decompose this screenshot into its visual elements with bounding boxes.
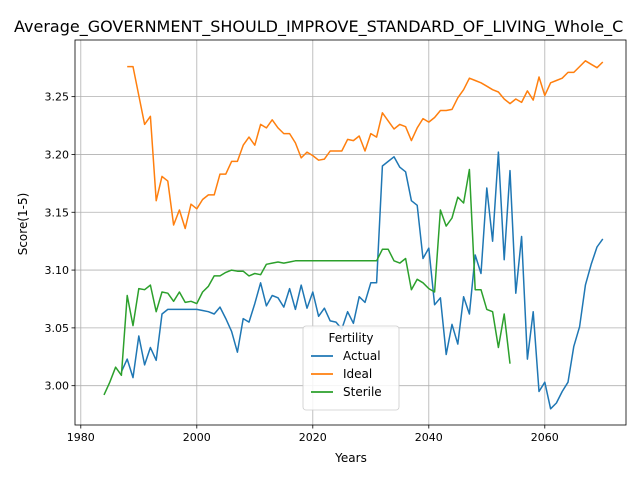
plot-area-frame <box>74 39 627 426</box>
x-axis-label: Years <box>334 451 367 465</box>
y-tick-label: 3.10 <box>45 264 70 277</box>
legend: Fertility Actual Ideal Sterile <box>302 325 400 411</box>
legend-label-ideal: Ideal <box>343 367 372 381</box>
x-tick-label: 1980 <box>67 431 95 444</box>
x-tick-label: 2020 <box>299 431 327 444</box>
legend-box <box>302 325 400 411</box>
series-line-ideal <box>127 60 604 230</box>
y-tick-label: 3.25 <box>45 91 70 104</box>
series-line-actual <box>120 151 604 410</box>
y-tick-label: 3.20 <box>45 148 70 161</box>
x-tick-label: 2060 <box>531 431 559 444</box>
series-line-sterile <box>103 168 511 396</box>
x-tick-label: 2040 <box>415 431 443 444</box>
x-tick-label: 2000 <box>183 431 211 444</box>
y-tick-label: 3.00 <box>45 380 70 393</box>
legend-label-sterile: Sterile <box>343 385 382 399</box>
legend-title: Fertility <box>328 331 373 345</box>
y-tick-label: 3.15 <box>45 206 70 219</box>
axis-ticks: 1980 2000 2020 2040 2060 3.00 3.05 3.10 3.15 3.20… <box>45 91 559 444</box>
y-axis-label: Score(1-5) <box>16 193 30 256</box>
chart-title: Average_GOVERNMENT_SHOULD_IMPROVE_STANDA… <box>14 17 623 37</box>
y-tick-label: 3.05 <box>45 322 70 335</box>
series-lines <box>103 60 604 410</box>
legend-label-actual: Actual <box>343 349 381 363</box>
